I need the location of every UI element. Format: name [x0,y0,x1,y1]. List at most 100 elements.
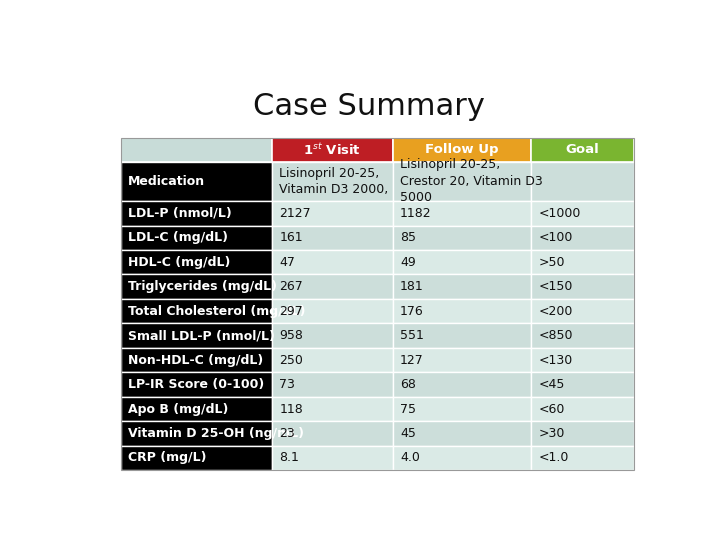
Text: HDL-C (mg/dL): HDL-C (mg/dL) [128,256,230,269]
Text: <1.0: <1.0 [539,451,569,464]
Text: 75: 75 [400,402,416,416]
Text: Medication: Medication [128,175,205,188]
Bar [393,373,531,397]
Text: 23: 23 [279,427,295,440]
Text: 73: 73 [279,378,295,391]
Text: 161: 161 [279,231,303,244]
Text: 127: 127 [400,354,424,367]
Bar [393,421,531,445]
Text: <200: <200 [539,305,573,318]
Text: >50: >50 [539,256,565,269]
Bar [272,226,393,250]
Bar [121,201,272,226]
Bar [531,446,634,470]
Text: 2127: 2127 [279,207,311,220]
Bar [531,162,634,201]
Bar [393,446,531,470]
Bar [121,138,272,162]
Bar [272,348,393,373]
Text: 85: 85 [400,231,416,244]
Bar [531,373,634,397]
Bar [531,201,634,226]
Text: LDL-C (mg/dL): LDL-C (mg/dL) [128,231,228,244]
Text: Triglycerides (mg/dL): Triglycerides (mg/dL) [128,280,277,293]
Bar [531,323,634,348]
Text: >30: >30 [539,427,565,440]
Text: 551: 551 [400,329,424,342]
Bar [121,446,272,470]
Text: 1$^{st}$ Visit: 1$^{st}$ Visit [303,142,361,158]
Text: <150: <150 [539,280,573,293]
Text: LP-IR Score (0-100): LP-IR Score (0-100) [128,378,264,391]
Text: 267: 267 [279,280,303,293]
Text: Goal: Goal [566,143,600,156]
Bar [121,397,272,421]
Text: 958: 958 [279,329,303,342]
Text: 297: 297 [279,305,303,318]
Bar [272,373,393,397]
Text: <130: <130 [539,354,573,367]
Bar [272,421,393,445]
Text: 68: 68 [400,378,416,391]
Text: <850: <850 [539,329,573,342]
Bar [272,274,393,299]
Bar [121,299,272,323]
Bar [393,250,531,274]
Bar [121,226,272,250]
Bar [531,226,634,250]
Bar [272,162,393,201]
Bar [121,250,272,274]
Bar [393,348,531,373]
Bar [121,274,272,299]
Bar [121,162,272,201]
Bar [531,250,634,274]
Text: 181: 181 [400,280,424,293]
Text: 49: 49 [400,256,415,269]
Bar [272,446,393,470]
Bar [531,274,634,299]
Bar [272,250,393,274]
Text: Non-HDL-C (mg/dL): Non-HDL-C (mg/dL) [128,354,264,367]
Bar [531,421,634,445]
Text: 47: 47 [279,256,295,269]
Bar [393,299,531,323]
Text: Follow Up: Follow Up [426,143,499,156]
Bar [531,138,634,162]
Text: Case Summary: Case Summary [253,92,485,121]
Text: 118: 118 [279,402,303,416]
Bar [121,348,272,373]
Text: Lisinopril 20-25,
Vitamin D3 2000,: Lisinopril 20-25, Vitamin D3 2000, [279,167,389,196]
Text: Total Cholesterol (mg/dL): Total Cholesterol (mg/dL) [128,305,305,318]
Text: LDL-P (nmol/L): LDL-P (nmol/L) [128,207,232,220]
Text: Small LDL-P (nmol/L): Small LDL-P (nmol/L) [128,329,275,342]
Bar [531,299,634,323]
Bar [121,421,272,445]
Bar [272,201,393,226]
Bar [272,138,393,162]
Bar [121,138,634,470]
Text: Vitamin D 25-OH (ng/mL): Vitamin D 25-OH (ng/mL) [128,427,304,440]
Bar [393,274,531,299]
Bar [272,299,393,323]
Text: 250: 250 [279,354,303,367]
Bar [393,323,531,348]
Bar [393,201,531,226]
Bar [272,323,393,348]
Text: 1182: 1182 [400,207,432,220]
Bar [531,397,634,421]
Bar [121,373,272,397]
Bar [393,226,531,250]
Text: 45: 45 [400,427,416,440]
Text: 4.0: 4.0 [400,451,420,464]
Bar [531,348,634,373]
Text: Lisinopril 20-25,
Crestor 20, Vitamin D3
5000: Lisinopril 20-25, Crestor 20, Vitamin D3… [400,158,543,205]
Bar [393,162,531,201]
Text: 176: 176 [400,305,424,318]
Text: CRP (mg/L): CRP (mg/L) [128,451,207,464]
Text: <100: <100 [539,231,573,244]
Text: Apo B (mg/dL): Apo B (mg/dL) [128,402,228,416]
Bar [121,323,272,348]
Text: <1000: <1000 [539,207,581,220]
Bar [393,138,531,162]
Text: 8.1: 8.1 [279,451,300,464]
